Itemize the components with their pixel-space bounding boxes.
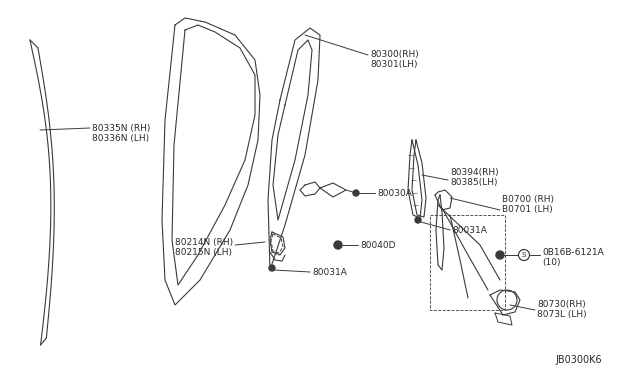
Text: 0B16B-6121A
(10): 0B16B-6121A (10) (542, 248, 604, 267)
Text: 80300(RH)
80301(LH): 80300(RH) 80301(LH) (370, 50, 419, 70)
Text: 80730(RH)
8073L (LH): 80730(RH) 8073L (LH) (537, 300, 587, 320)
Text: 80335N (RH)
80336N (LH): 80335N (RH) 80336N (LH) (92, 124, 150, 143)
Text: S: S (522, 252, 526, 258)
Text: B0700 (RH)
B0701 (LH): B0700 (RH) B0701 (LH) (502, 195, 554, 214)
Text: JB0300K6: JB0300K6 (555, 355, 602, 365)
Text: 80031A: 80031A (312, 268, 347, 277)
Circle shape (269, 265, 275, 271)
Circle shape (496, 251, 504, 259)
Circle shape (334, 241, 342, 249)
Text: 80030A: 80030A (377, 189, 412, 198)
Circle shape (415, 217, 421, 223)
Text: 80040D: 80040D (360, 241, 396, 250)
Text: 80214N (RH)
80215N (LH): 80214N (RH) 80215N (LH) (175, 238, 233, 257)
Circle shape (353, 190, 359, 196)
Text: 80394(RH)
80385(LH): 80394(RH) 80385(LH) (450, 168, 499, 187)
Text: 80031A: 80031A (452, 226, 487, 235)
